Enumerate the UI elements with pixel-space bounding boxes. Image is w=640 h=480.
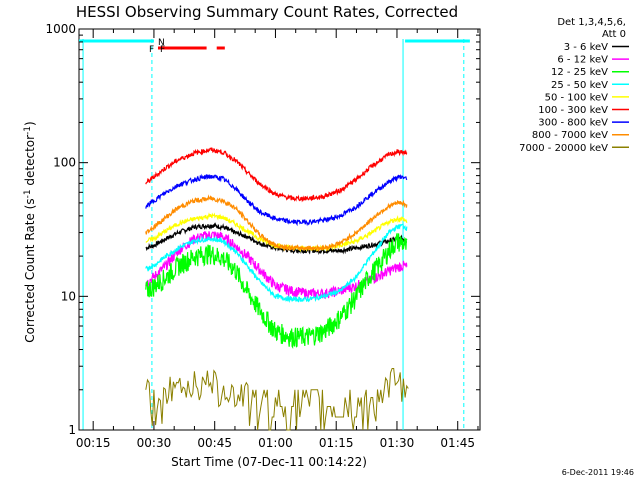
legend-entry-label: 300 - 800 keV bbox=[538, 118, 608, 129]
plot-area-border bbox=[78, 28, 481, 431]
legend: Det 1,3,4,5,6, Att 0 3 - 6 keV 6 - 12 keV… bbox=[519, 17, 629, 154]
legend-header-line-2: Att 0 bbox=[602, 29, 626, 40]
x-tick-label: 01:00 bbox=[258, 436, 293, 450]
y-axis-label-suffix: ) bbox=[23, 121, 37, 126]
y-tick-label: 10 bbox=[61, 289, 76, 303]
y-axis-label-prefix: Corrected Count Rate (s bbox=[23, 198, 37, 342]
y-axis-ticks: 1 10 100 1000 bbox=[45, 22, 480, 437]
legend-entry-label: 800 - 7000 keV bbox=[532, 130, 608, 141]
series-line bbox=[145, 368, 409, 431]
timestamp: 6-Dec-2011 19:46 bbox=[562, 468, 634, 477]
legend-entry-label: 6 - 12 keV bbox=[557, 55, 608, 66]
series-line bbox=[145, 212, 408, 253]
y-axis-label: Corrected Count Rate (s-1 detector-1) bbox=[23, 121, 37, 342]
x-axis-ticks: 00:15 00:30 00:45 01:00 01:15 01:30 01:45 bbox=[76, 29, 479, 450]
y-axis-label-mid: detector bbox=[23, 135, 37, 190]
flag-bars: NFF bbox=[79, 38, 470, 55]
x-tick-label: 00:45 bbox=[197, 436, 232, 450]
y-axis-label-sup2: -1 bbox=[23, 126, 33, 135]
plot-frame bbox=[78, 28, 481, 431]
legend-header-line-1: Det 1,3,4,5,6, bbox=[557, 17, 626, 28]
series-line bbox=[145, 233, 408, 349]
x-tick-label: 00:15 bbox=[76, 436, 111, 450]
y-axis-label-sup: -1 bbox=[23, 189, 33, 198]
vertical-markers bbox=[82, 39, 465, 430]
flag-label-f: F bbox=[149, 45, 154, 55]
x-tick-label: 01:30 bbox=[380, 436, 415, 450]
chart-title: HESSI Observing Summary Count Rates, Cor… bbox=[76, 3, 458, 21]
legend-entry-label: 100 - 300 keV bbox=[538, 105, 608, 116]
x-tick-label: 00:30 bbox=[137, 436, 172, 450]
legend-entry-label: 25 - 50 keV bbox=[551, 80, 608, 91]
series-line bbox=[145, 147, 408, 203]
flag-label: F bbox=[160, 45, 165, 55]
legend-entry-label: 50 - 100 keV bbox=[545, 92, 609, 103]
legend-entry-label: 3 - 6 keV bbox=[564, 42, 608, 53]
y-tick-label: 100 bbox=[53, 156, 76, 170]
legend-entry-label: 7000 - 20000 keV bbox=[519, 143, 608, 154]
x-axis-label: Start Time (07-Dec-11 00:14:22) bbox=[171, 455, 367, 469]
y-tick-label: 1000 bbox=[45, 22, 76, 36]
series-line bbox=[145, 173, 408, 227]
series-line bbox=[145, 194, 408, 253]
y-tick-label: 1 bbox=[68, 423, 76, 437]
legend-entry-label: 12 - 25 keV bbox=[551, 67, 608, 78]
x-tick-label: 01:15 bbox=[319, 436, 354, 450]
series-lines bbox=[145, 147, 409, 431]
series-line bbox=[145, 223, 408, 303]
flag-label: N bbox=[158, 38, 165, 48]
x-tick-label: 01:45 bbox=[440, 436, 475, 450]
